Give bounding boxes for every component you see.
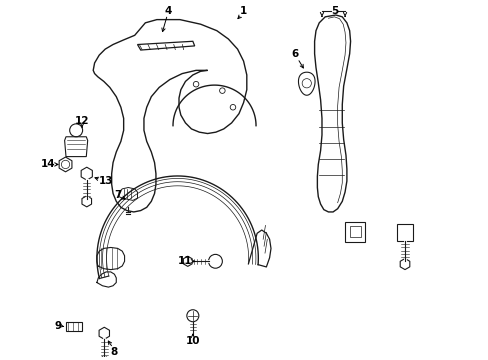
Bar [349, 226, 360, 237]
Bar [345, 222, 365, 242]
Bar [396, 224, 412, 241]
Text: 7: 7 [114, 190, 121, 200]
Text: 14: 14 [41, 159, 56, 170]
Text: 10: 10 [185, 336, 200, 346]
Text: 8: 8 [111, 347, 118, 357]
Text: 5: 5 [330, 6, 337, 16]
Text: 13: 13 [99, 176, 113, 186]
Text: 9: 9 [54, 321, 61, 331]
Text: 12: 12 [75, 116, 89, 126]
Text: 4: 4 [164, 6, 172, 16]
Text: 1: 1 [240, 6, 247, 16]
Text: 6: 6 [291, 49, 298, 59]
Text: 11: 11 [178, 256, 192, 266]
